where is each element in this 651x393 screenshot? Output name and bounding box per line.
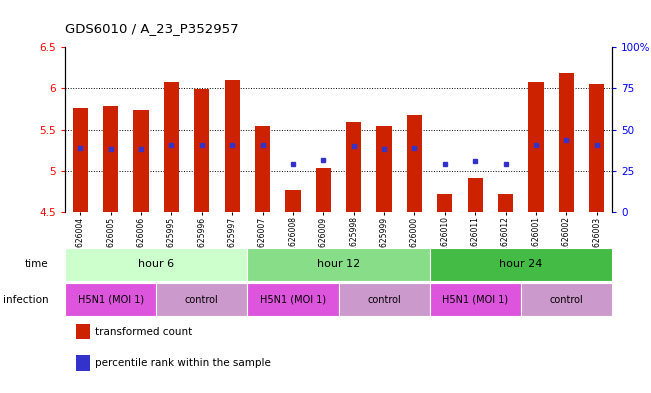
Bar bbox=[467, 178, 483, 212]
Bar bbox=[529, 82, 544, 212]
Bar bbox=[437, 194, 452, 212]
Text: percentile rank within the sample: percentile rank within the sample bbox=[95, 358, 271, 368]
Bar bbox=[247, 283, 339, 316]
Text: GDS6010 / A_23_P352957: GDS6010 / A_23_P352957 bbox=[65, 22, 239, 35]
Bar bbox=[73, 108, 88, 212]
Text: hour 12: hour 12 bbox=[317, 259, 360, 269]
Bar bbox=[339, 283, 430, 316]
Text: infection: infection bbox=[3, 295, 48, 305]
Bar bbox=[589, 84, 604, 212]
Bar bbox=[65, 248, 247, 281]
Bar bbox=[65, 283, 156, 316]
Bar bbox=[156, 283, 247, 316]
Bar bbox=[133, 110, 148, 212]
Text: control: control bbox=[185, 295, 219, 305]
Bar bbox=[76, 355, 90, 371]
Text: time: time bbox=[25, 259, 48, 269]
Bar bbox=[430, 248, 612, 281]
Bar bbox=[498, 194, 513, 212]
Bar bbox=[247, 248, 430, 281]
Bar bbox=[346, 122, 361, 212]
Bar bbox=[376, 126, 392, 212]
Text: transformed count: transformed count bbox=[95, 327, 193, 337]
Bar bbox=[285, 190, 301, 212]
Text: hour 24: hour 24 bbox=[499, 259, 542, 269]
Bar bbox=[559, 73, 574, 212]
Text: H5N1 (MOI 1): H5N1 (MOI 1) bbox=[260, 295, 326, 305]
Bar bbox=[316, 169, 331, 212]
Bar bbox=[255, 126, 270, 212]
Bar bbox=[103, 106, 118, 212]
Text: H5N1 (MOI 1): H5N1 (MOI 1) bbox=[77, 295, 144, 305]
Bar bbox=[521, 283, 612, 316]
Bar bbox=[76, 323, 90, 339]
Bar bbox=[407, 115, 422, 212]
Text: control: control bbox=[549, 295, 583, 305]
Text: hour 6: hour 6 bbox=[138, 259, 174, 269]
Bar bbox=[164, 82, 179, 212]
Bar bbox=[194, 89, 210, 212]
Text: H5N1 (MOI 1): H5N1 (MOI 1) bbox=[442, 295, 508, 305]
Bar bbox=[225, 80, 240, 212]
Bar bbox=[430, 283, 521, 316]
Text: control: control bbox=[367, 295, 401, 305]
